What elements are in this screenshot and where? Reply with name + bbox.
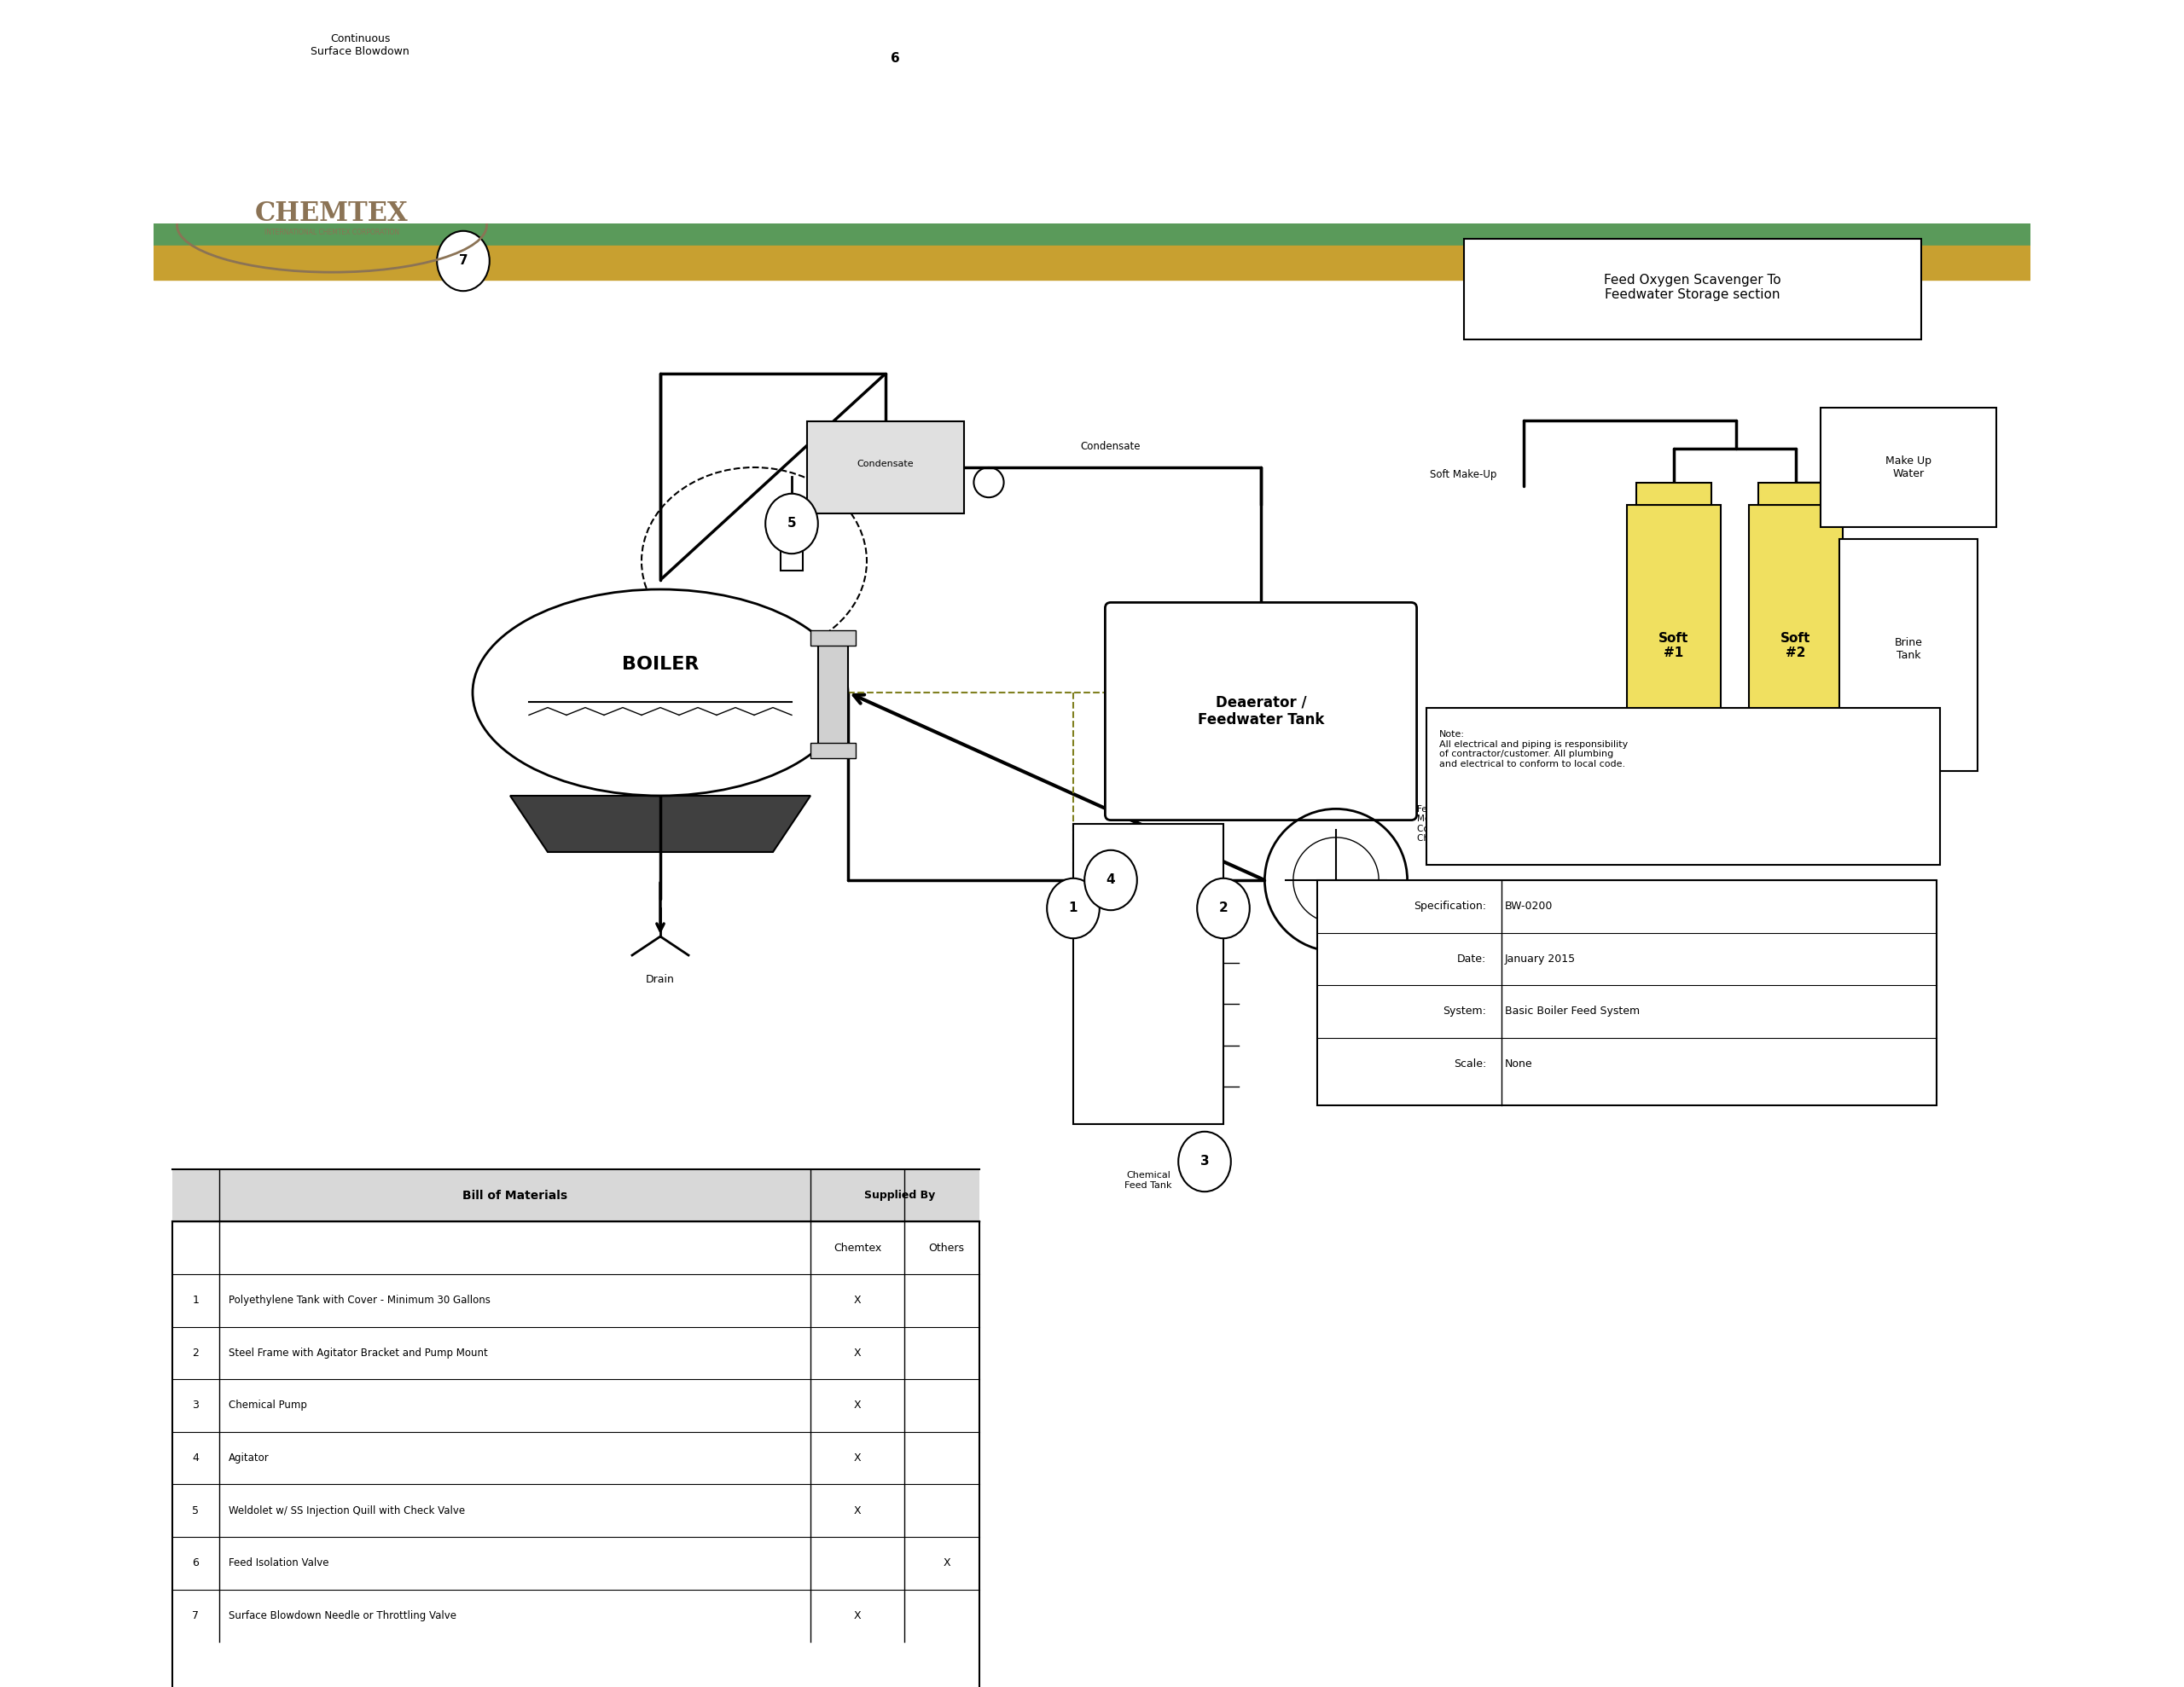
FancyBboxPatch shape — [1463, 238, 1922, 339]
Bar — [692, 39, 723, 69]
Text: Soft Make-Up: Soft Make-Up — [1431, 469, 1496, 481]
Text: Brine
Tank: Brine Tank — [1894, 638, 1922, 661]
Bar — [238, 0, 614, 111]
Text: Bill of Materials: Bill of Materials — [463, 1189, 568, 1201]
Bar — [1758, 768, 1832, 790]
Text: 6: 6 — [891, 52, 900, 64]
Bar — [1758, 482, 1832, 504]
Text: X: X — [854, 1348, 860, 1358]
Text: Chemical Pump: Chemical Pump — [229, 1400, 308, 1410]
Text: Note:
All electrical and piping is responsibility
of contractor/customer. All pl: Note: All electrical and piping is respo… — [1439, 730, 1627, 768]
Text: Specification:: Specification: — [1413, 901, 1485, 913]
Bar — [238, 0, 651, 148]
FancyBboxPatch shape — [1839, 538, 1979, 771]
Bar — [173, 1169, 978, 1221]
Text: CHEMTEX: CHEMTEX — [256, 201, 408, 228]
Bar — [810, 631, 856, 646]
Text: Chemical
Feed Tank: Chemical Feed Tank — [1125, 1171, 1173, 1189]
FancyBboxPatch shape — [806, 422, 965, 513]
Text: 4: 4 — [192, 1453, 199, 1464]
Text: 7: 7 — [459, 255, 467, 267]
Text: Supplied By: Supplied By — [865, 1189, 935, 1201]
Text: Scale:: Scale: — [1455, 1058, 1485, 1070]
Text: January 2015: January 2015 — [1505, 953, 1577, 965]
Text: X: X — [854, 1505, 860, 1517]
Text: Drain: Drain — [646, 973, 675, 985]
Text: Condensate: Condensate — [856, 459, 913, 467]
Bar — [1627, 504, 1721, 768]
Text: Feedwater Pump
Motor or Boiler Level
Controller Activates
Chemical Feed Pump: Feedwater Pump Motor or Boiler Level Con… — [1417, 805, 1509, 844]
Ellipse shape — [437, 231, 489, 290]
Text: INTERNATIONAL CHEMTEX CORPORATION: INTERNATIONAL CHEMTEX CORPORATION — [264, 229, 400, 236]
Text: Others: Others — [928, 1242, 965, 1253]
Bar — [1317, 881, 1937, 1105]
Text: Surface Blowdown Needle or Throttling Valve: Surface Blowdown Needle or Throttling Va… — [229, 1609, 456, 1621]
Text: Weldolet w/ SS Injection Quill with Check Valve: Weldolet w/ SS Injection Quill with Chec… — [229, 1505, 465, 1517]
Text: Deaerator /
Feedwater Tank: Deaerator / Feedwater Tank — [1197, 695, 1324, 727]
Ellipse shape — [869, 29, 922, 88]
Text: X: X — [943, 1557, 950, 1569]
Ellipse shape — [1179, 1132, 1232, 1191]
Text: BW-0200: BW-0200 — [1505, 901, 1553, 913]
Bar — [153, 246, 2031, 280]
Text: Condensate: Condensate — [1081, 442, 1140, 452]
Text: None: None — [1505, 1058, 1533, 1070]
Text: 1: 1 — [192, 1296, 199, 1306]
Bar — [819, 636, 847, 749]
Text: X: X — [854, 1609, 860, 1621]
Text: Polyethylene Tank with Cover - Minimum 30 Gallons: Polyethylene Tank with Cover - Minimum 3… — [229, 1296, 491, 1306]
Bar — [173, 1221, 978, 1687]
Ellipse shape — [472, 589, 847, 796]
Bar — [153, 179, 2031, 213]
Polygon shape — [511, 796, 810, 852]
Text: 4: 4 — [1107, 874, 1116, 887]
Text: Feed Oxygen Scavenger To
Feedwater Storage section: Feed Oxygen Scavenger To Feedwater Stora… — [1603, 273, 1782, 300]
Ellipse shape — [764, 494, 819, 553]
Text: 2: 2 — [1219, 903, 1227, 914]
Bar — [780, 515, 804, 570]
Text: Soft
#2: Soft #2 — [1780, 633, 1811, 660]
Ellipse shape — [1085, 850, 1138, 911]
Text: Make Up
Water: Make Up Water — [1885, 455, 1931, 479]
Text: Agitator: Agitator — [229, 1453, 269, 1464]
Text: 5: 5 — [192, 1505, 199, 1517]
Text: Soft
#1: Soft #1 — [1658, 633, 1688, 660]
Bar — [1627, 730, 1721, 768]
Text: X: X — [854, 1453, 860, 1464]
FancyBboxPatch shape — [1426, 707, 1939, 865]
Bar — [1749, 730, 1843, 768]
FancyBboxPatch shape — [1105, 602, 1417, 820]
Text: Chemtex: Chemtex — [834, 1242, 882, 1253]
Bar — [153, 213, 2031, 246]
Text: Basic Boiler Feed System: Basic Boiler Feed System — [1505, 1005, 1640, 1017]
Bar — [810, 744, 856, 757]
Text: 3: 3 — [192, 1400, 199, 1410]
Text: Date:: Date: — [1457, 953, 1485, 965]
Text: X: X — [854, 1296, 860, 1306]
Ellipse shape — [1046, 879, 1099, 938]
Text: System:: System: — [1444, 1005, 1485, 1017]
Text: Steel Frame with Agitator Bracket and Pump Mount: Steel Frame with Agitator Bracket and Pu… — [229, 1348, 487, 1358]
Text: BOILER: BOILER — [622, 656, 699, 673]
Bar — [1636, 482, 1712, 504]
Text: 2: 2 — [192, 1348, 199, 1358]
Text: X: X — [854, 1400, 860, 1410]
Text: 3: 3 — [1199, 1156, 1210, 1167]
Ellipse shape — [1197, 879, 1249, 938]
Bar — [1636, 768, 1712, 790]
Text: Continuous
Surface Blowdown: Continuous Surface Blowdown — [310, 34, 408, 57]
Text: 7: 7 — [192, 1609, 199, 1621]
Text: 1: 1 — [1068, 903, 1077, 914]
Text: 6: 6 — [192, 1557, 199, 1569]
Bar — [1072, 823, 1223, 1124]
Text: 5: 5 — [786, 518, 797, 530]
FancyBboxPatch shape — [1819, 407, 1996, 528]
Text: Feed Isolation Valve: Feed Isolation Valve — [229, 1557, 330, 1569]
Bar — [1749, 504, 1843, 768]
